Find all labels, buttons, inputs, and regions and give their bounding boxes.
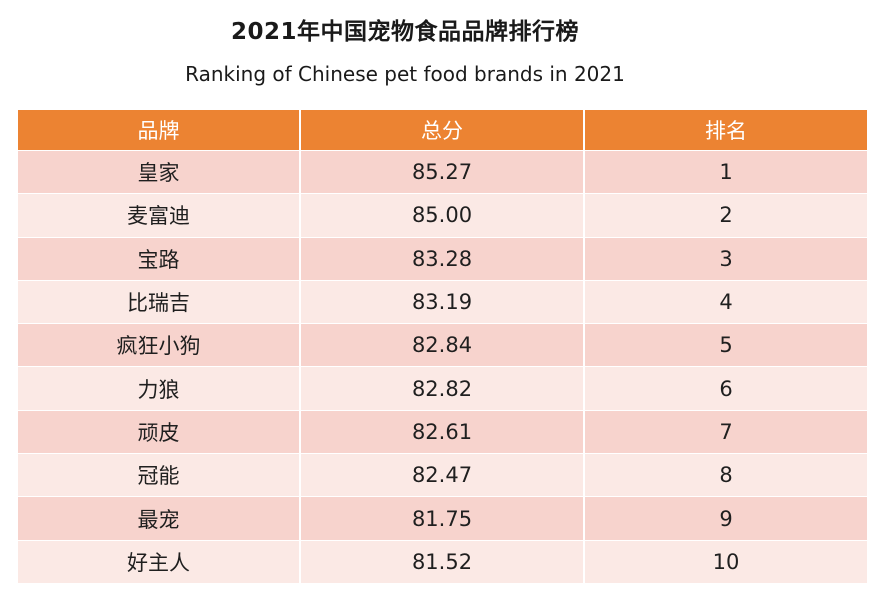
chart-subtitle: Ranking of Chinese pet food brands in 20… <box>185 62 625 86</box>
brand-cell: 顽皮 <box>16 409 301 454</box>
brand-cell: 好主人 <box>16 539 301 583</box>
table-row: 麦富迪 85.00 2 <box>16 193 869 238</box>
table-row: 力狼 82.82 6 <box>16 366 869 411</box>
table-row: 皇家 85.27 1 <box>16 149 869 194</box>
table-body: 皇家 85.27 1 麦富迪 85.00 2 宝路 83.28 3 比瑞吉 83.19 4 疯狂小狗 82… <box>16 149 869 583</box>
header-brand: 品牌 <box>16 110 301 151</box>
rank-cell: 7 <box>583 409 869 454</box>
score-cell: 82.84 <box>299 323 585 367</box>
table-row: 疯狂小狗 82.84 5 <box>16 323 869 367</box>
score-cell: 85.00 <box>299 193 585 238</box>
rank-cell: 5 <box>583 323 869 367</box>
header-score: 总分 <box>299 110 585 151</box>
rank-cell: 4 <box>583 279 869 324</box>
table-row: 顽皮 82.61 7 <box>16 409 869 454</box>
chart-title: 2021年中国宠物食品品牌排行榜 <box>230 19 579 45</box>
brand-cell: 冠能 <box>16 453 301 497</box>
rank-cell: 2 <box>583 193 869 238</box>
score-cell: 85.27 <box>299 149 585 194</box>
ranking-table-container: 品牌 总分 排名 皇家 85.27 1 麦富迪 85.00 2 宝路 83.28 3 比瑞吉 83.… <box>16 110 869 583</box>
rank-cell: 3 <box>583 236 869 281</box>
score-cell: 83.28 <box>299 236 585 281</box>
ranking-table: 品牌 总分 排名 皇家 85.27 1 麦富迪 85.00 2 宝路 83.28 3 比瑞吉 83.… <box>16 110 869 583</box>
brand-cell: 疯狂小狗 <box>16 323 301 367</box>
table-row: 比瑞吉 83.19 4 <box>16 279 869 324</box>
table-row: 好主人 81.52 10 <box>16 539 869 583</box>
brand-cell: 力狼 <box>16 366 301 411</box>
brand-cell: 皇家 <box>16 149 301 194</box>
brand-cell: 麦富迪 <box>16 193 301 238</box>
rank-cell: 10 <box>583 539 869 583</box>
score-cell: 83.19 <box>299 279 585 324</box>
header-row: 品牌 总分 排名 <box>16 110 869 151</box>
brand-cell: 宝路 <box>16 236 301 281</box>
score-cell: 81.75 <box>299 496 585 541</box>
table-header: 品牌 总分 排名 <box>16 110 869 151</box>
rank-cell: 6 <box>583 366 869 411</box>
score-cell: 82.82 <box>299 366 585 411</box>
rank-cell: 8 <box>583 453 869 497</box>
brand-cell: 比瑞吉 <box>16 279 301 324</box>
rank-cell: 9 <box>583 496 869 541</box>
table-row: 冠能 82.47 8 <box>16 453 869 497</box>
table-row: 宝路 83.28 3 <box>16 236 869 281</box>
table-row: 最宠 81.75 9 <box>16 496 869 541</box>
score-cell: 82.47 <box>299 453 585 497</box>
brand-cell: 最宠 <box>16 496 301 541</box>
rank-cell: 1 <box>583 149 869 194</box>
score-cell: 82.61 <box>299 409 585 454</box>
score-cell: 81.52 <box>299 539 585 583</box>
header-rank: 排名 <box>583 110 869 151</box>
